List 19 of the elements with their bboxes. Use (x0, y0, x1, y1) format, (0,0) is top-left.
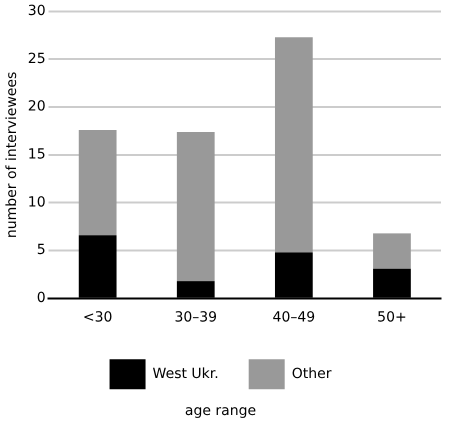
bar (274, 37, 313, 252)
y-tick-label: 5 (36, 242, 46, 258)
y-tick-label: 0 (36, 290, 46, 306)
y-tick-label: 20 (28, 98, 46, 115)
x-tick-label: 40–49 (272, 309, 316, 326)
y-tick-label: 15 (28, 146, 46, 163)
x-tick-label: 30–39 (174, 309, 218, 326)
x-tick-label: 50+ (377, 309, 407, 326)
bar (176, 132, 215, 282)
text: age range (184, 403, 256, 420)
y-tick-label: 30 (28, 3, 46, 20)
y-axis-title: number of interviewees (4, 72, 20, 238)
bar (373, 233, 411, 269)
bar (78, 130, 117, 236)
legend-label: Other (292, 366, 332, 382)
legend-label: West Ukr. (152, 366, 219, 382)
y-tick-label: 25 (28, 50, 46, 67)
x-tick-label: <30 (82, 309, 112, 326)
y-tick-label: 10 (28, 194, 46, 210)
